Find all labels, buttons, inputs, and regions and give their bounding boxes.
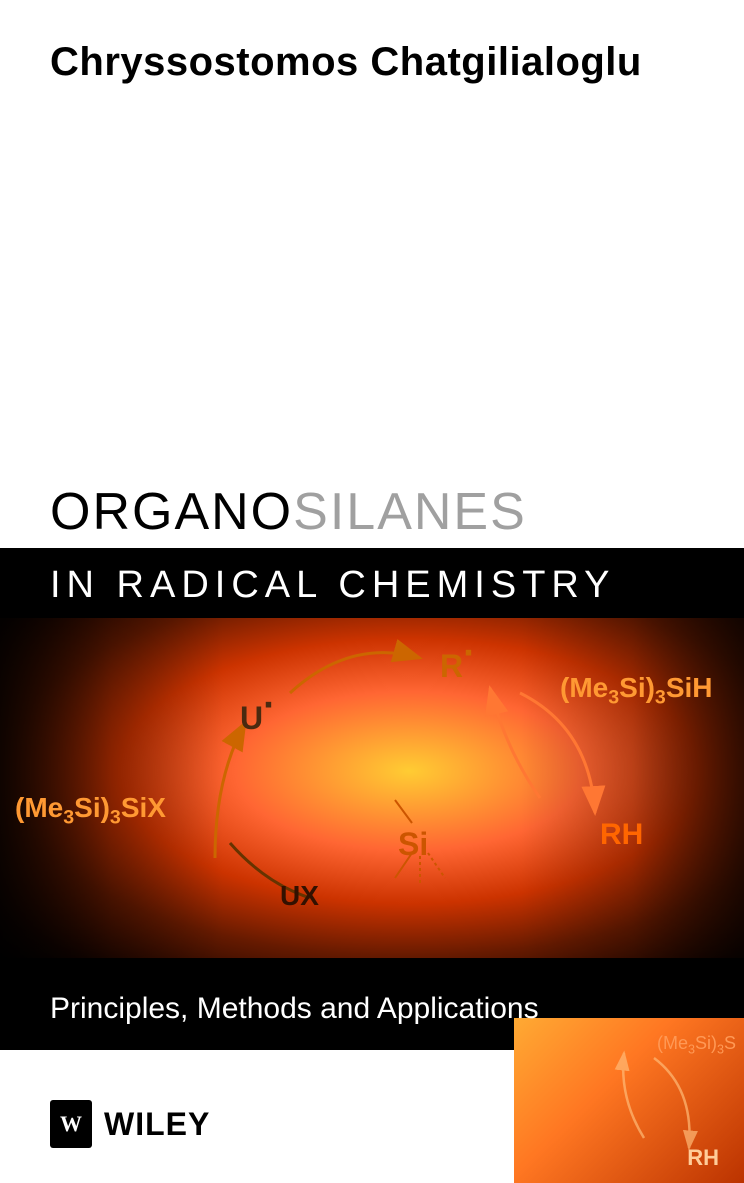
label-silane-h: (Me3Si)3SiH (560, 672, 713, 710)
book-cover: Chryssostomos Chatgilialoglu ORGANOSILAN… (0, 0, 744, 1183)
title-part-2: SILANES (293, 483, 527, 541)
label-u-radical: U· (240, 700, 276, 737)
title-line-1: ORGANOSILANES (0, 486, 744, 538)
label-silane-x: (Me3Si)3SiX (15, 792, 166, 830)
title-area: ORGANOSILANES (0, 486, 744, 538)
label-rh: RH (600, 818, 643, 852)
reaction-arrows (0, 618, 744, 958)
corner-label-silane: (Me3Si)3S (657, 1033, 736, 1057)
wiley-logo-icon: W (50, 1100, 92, 1148)
author-name: Chryssostomos Chatgilialoglu (50, 40, 642, 85)
corner-label-rh: RH (687, 1145, 719, 1171)
label-r-radical: R· (440, 648, 476, 685)
label-si-center: Si (398, 826, 428, 863)
corner-diagram-box: (Me3Si)3S RH (514, 1018, 744, 1183)
title-line-2: IN RADICAL CHEMISTRY (50, 564, 616, 607)
label-ux: UX (280, 880, 319, 912)
subtitle: Principles, Methods and Applications (50, 992, 539, 1026)
title-part-1: ORGANO (50, 483, 293, 541)
publisher-name: WILEY (104, 1106, 210, 1143)
publisher-block: W WILEY (50, 1100, 210, 1148)
